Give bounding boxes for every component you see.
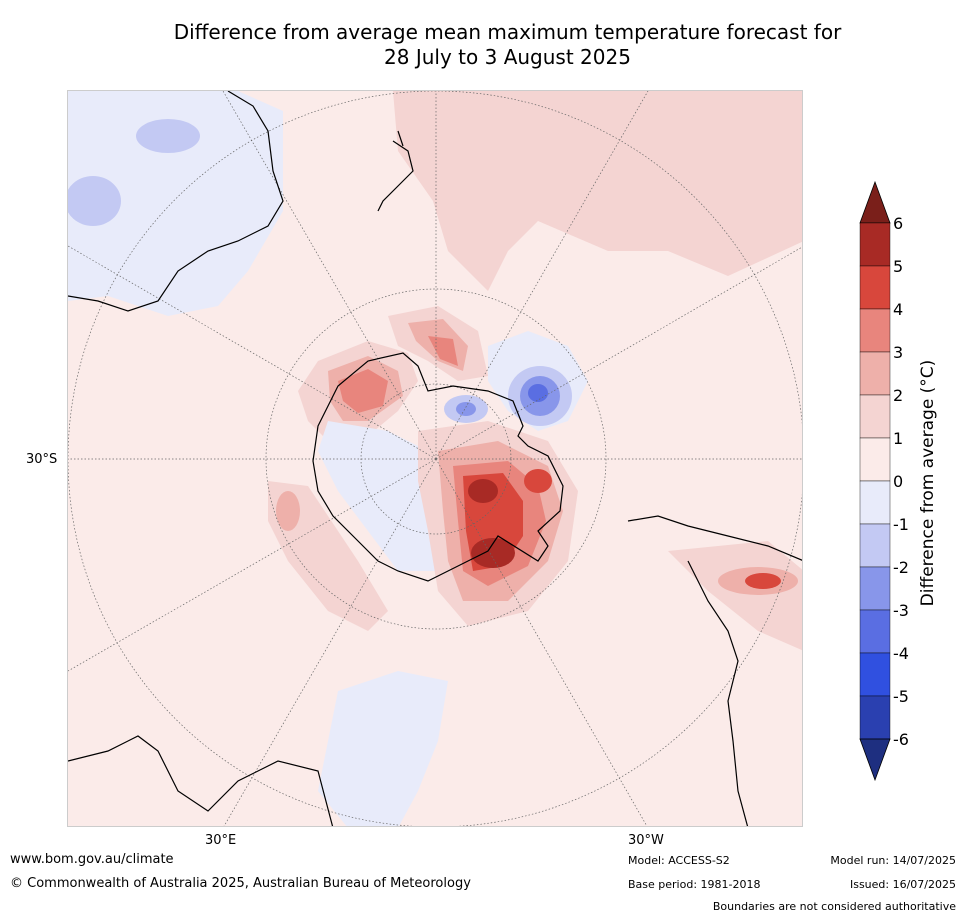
cool-area-south-atlantic: [318, 671, 448, 826]
lat-label-30s: 30°S: [26, 452, 58, 467]
colorbar-tick: 0: [893, 472, 904, 491]
warm-core-2: [471, 538, 515, 568]
colorbar-1-2: [859, 394, 891, 439]
footer-disclaimer: Boundaries are not considered authoritat…: [712, 900, 956, 913]
coastline-antarctica: [312, 352, 564, 582]
footer-website: www.bom.gov.au/climate: [10, 852, 174, 867]
warm-area-pacific-3: [428, 336, 458, 366]
colorbar-tick: -4: [893, 644, 909, 663]
title-line-1: Difference from average mean maximum tem…: [173, 20, 842, 44]
warm-core-3: [524, 469, 552, 493]
cool-region-nw: [68, 91, 283, 316]
colorbar-tick: -1: [893, 515, 909, 534]
coastlines: [68, 91, 802, 826]
colorbar-tick: 3: [893, 343, 904, 362]
meridian-2: [435, 91, 649, 460]
warm-band-south-indian-2: [276, 491, 300, 531]
colorbar-m2-m1: [859, 523, 891, 568]
coastline-south-america: [627, 515, 802, 826]
lon-label-30w: 30°W: [628, 833, 664, 848]
colorbar-m3-m2: [859, 566, 891, 611]
colorbar-m5-m4: [859, 652, 891, 697]
cool-patch-nw-2: [68, 176, 121, 226]
colorbar-tick: 4: [893, 300, 904, 319]
colorbar-tick: -2: [893, 558, 909, 577]
footer-base-period: Base period: 1981-2018: [628, 878, 761, 891]
coastline-australia: [68, 91, 284, 312]
colorbar-5-6: [859, 222, 891, 267]
footer-issued: Issued: 16/07/2025: [849, 878, 956, 891]
colorbar: [859, 180, 891, 782]
warm-area-west-antarctic-3: [338, 369, 388, 413]
colorbar-tick: -3: [893, 601, 909, 620]
grid-circle-2: [265, 288, 607, 630]
colorbar-tick: -5: [893, 687, 909, 706]
warm-region-ne: [393, 91, 802, 291]
title-line-2: 28 July to 3 August 2025: [384, 45, 631, 69]
meridian-10: [222, 91, 437, 460]
meridian-3: [435, 246, 802, 460]
colorbar-4-5: [859, 265, 891, 310]
warm-area-south-america-3: [745, 573, 781, 589]
cool-area-peninsula-4: [528, 384, 548, 402]
footer-model: Model: ACCESS-S2: [628, 854, 730, 867]
colorbar-m6-m5: [859, 695, 891, 740]
cool-patch-nw-1: [136, 119, 200, 153]
footer-model-run: Model run: 14/07/2025: [830, 854, 956, 867]
colorbar-m4-m3: [859, 609, 891, 654]
forecast-map: [67, 90, 803, 827]
colorbar-m1-0: [859, 480, 891, 525]
colorbar-3-4: [859, 308, 891, 353]
colorbar-tick: 6: [893, 214, 904, 233]
cool-area-east-antarctic: [318, 421, 448, 571]
coastline-new-zealand: [377, 130, 414, 212]
colorbar-bottom-arrow: [859, 738, 891, 782]
map-canvas: [68, 91, 802, 826]
warm-core-1: [468, 479, 498, 503]
colorbar-tick: 5: [893, 257, 904, 276]
colorbar-0-1: [859, 437, 891, 482]
colorbar-tick: 1: [893, 429, 904, 448]
map-title: Difference from average mean maximum tem…: [60, 20, 955, 70]
colorbar-tick: -6: [893, 730, 909, 749]
colorbar-2-3: [859, 351, 891, 396]
meridian-5: [435, 458, 648, 826]
colorbar-title: Difference from average (°C): [918, 359, 938, 607]
colorbar-tick: 2: [893, 386, 904, 405]
lon-label-30e: 30°E: [205, 833, 237, 848]
coastline-africa: [68, 735, 334, 826]
footer-copyright: © Commonwealth of Australia 2025, Austra…: [10, 876, 471, 891]
cool-patch-ross-2: [456, 402, 476, 416]
meridian-7: [68, 458, 437, 672]
meridian-9: [68, 245, 437, 460]
colorbar-top-arrow: [859, 180, 891, 224]
grid-lines: [68, 91, 802, 826]
meridian-6: [223, 458, 437, 826]
